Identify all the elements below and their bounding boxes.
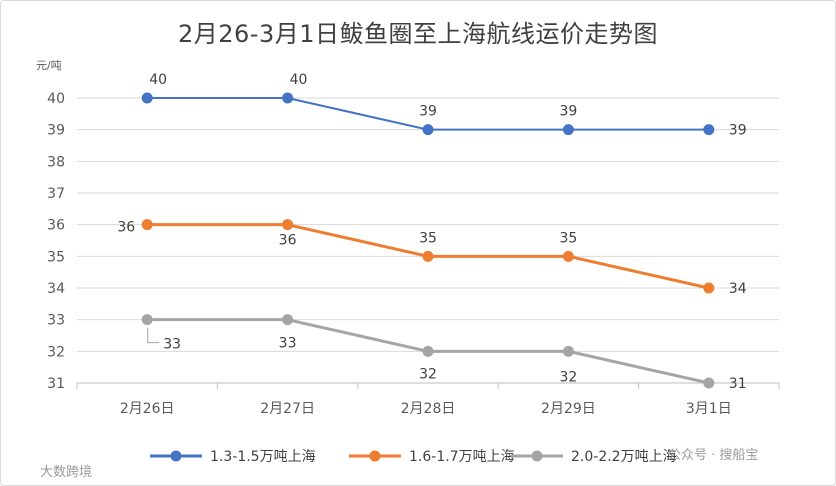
data-label: 33 (279, 336, 297, 352)
x-tick-label: 3月1日 (686, 401, 732, 417)
x-tick-label: 2月29日 (541, 401, 596, 417)
data-point (422, 124, 434, 136)
x-tick-label: 2月26日 (120, 401, 175, 417)
y-tick-label: 32 (47, 344, 65, 360)
data-point (703, 282, 715, 294)
y-tick-label: 36 (47, 218, 65, 234)
data-labels: 40 40 39 39 39 36 36 35 35 34 33 33 32 32 31 (117, 72, 746, 392)
data-point (703, 124, 715, 136)
data-label: 36 (117, 220, 135, 236)
y-tick-label: 38 (47, 154, 65, 170)
data-point (562, 250, 574, 262)
data-label: 40 (290, 72, 308, 88)
data-point (282, 219, 294, 231)
y-axis-unit: 元/吨 (36, 59, 62, 72)
data-point (703, 377, 715, 389)
data-point (141, 92, 153, 104)
legend: 1.3-1.5万吨上海 1.6-1.7万吨上海 2.0-2.2万吨上海 (150, 449, 677, 465)
y-tick-label: 40 (47, 91, 65, 107)
data-point (141, 219, 153, 231)
y-tick-label: 33 (47, 313, 65, 329)
y-tick-label: 31 (47, 376, 65, 392)
legend-label: 1.6-1.7万吨上海 (409, 449, 515, 465)
data-label: 35 (419, 230, 437, 246)
x-tick-label: 2月28日 (401, 401, 456, 417)
y-tick-label: 35 (47, 249, 65, 265)
legend-label: 2.0-2.2万吨上海 (571, 449, 677, 465)
data-label: 32 (559, 369, 577, 385)
data-label: 32 (419, 366, 437, 382)
data-label: 39 (559, 104, 577, 120)
data-label: 34 (729, 281, 747, 297)
data-point (422, 250, 434, 262)
data-label: 33 (163, 337, 181, 353)
axes: 40 39 38 37 36 35 34 33 32 31 2月26日 2月27日 2月28日 2月29日… (36, 59, 780, 417)
data-label: 35 (559, 230, 577, 246)
data-label: 39 (419, 104, 437, 120)
data-point (562, 124, 574, 136)
data-label: 31 (729, 376, 747, 392)
series-group (141, 92, 715, 389)
data-point (422, 345, 434, 357)
y-tick-label: 39 (47, 123, 65, 139)
x-tick-label: 2月27日 (260, 401, 315, 417)
watermarks: 大数跨境 公众号 · 搜船宝 (40, 448, 758, 480)
watermark-left: 大数跨境 (40, 465, 92, 480)
leader-line (147, 327, 160, 344)
y-tick-label: 34 (47, 281, 65, 297)
data-point (282, 314, 294, 326)
legend-marker (170, 450, 182, 462)
data-label: 36 (279, 233, 297, 249)
data-point (141, 314, 153, 326)
data-label: 39 (729, 123, 747, 139)
y-tick-label: 37 (47, 186, 65, 202)
data-point (562, 345, 574, 357)
legend-marker (531, 450, 543, 462)
data-point (282, 92, 294, 104)
legend-marker (369, 450, 381, 462)
legend-label: 1.3-1.5万吨上海 (210, 449, 316, 465)
watermark-right: 公众号 · 搜船宝 (668, 448, 758, 463)
data-label: 40 (149, 72, 167, 88)
chart-title: 2月26-3月1日鲅鱼圈至上海航线运价走势图 (177, 20, 658, 48)
